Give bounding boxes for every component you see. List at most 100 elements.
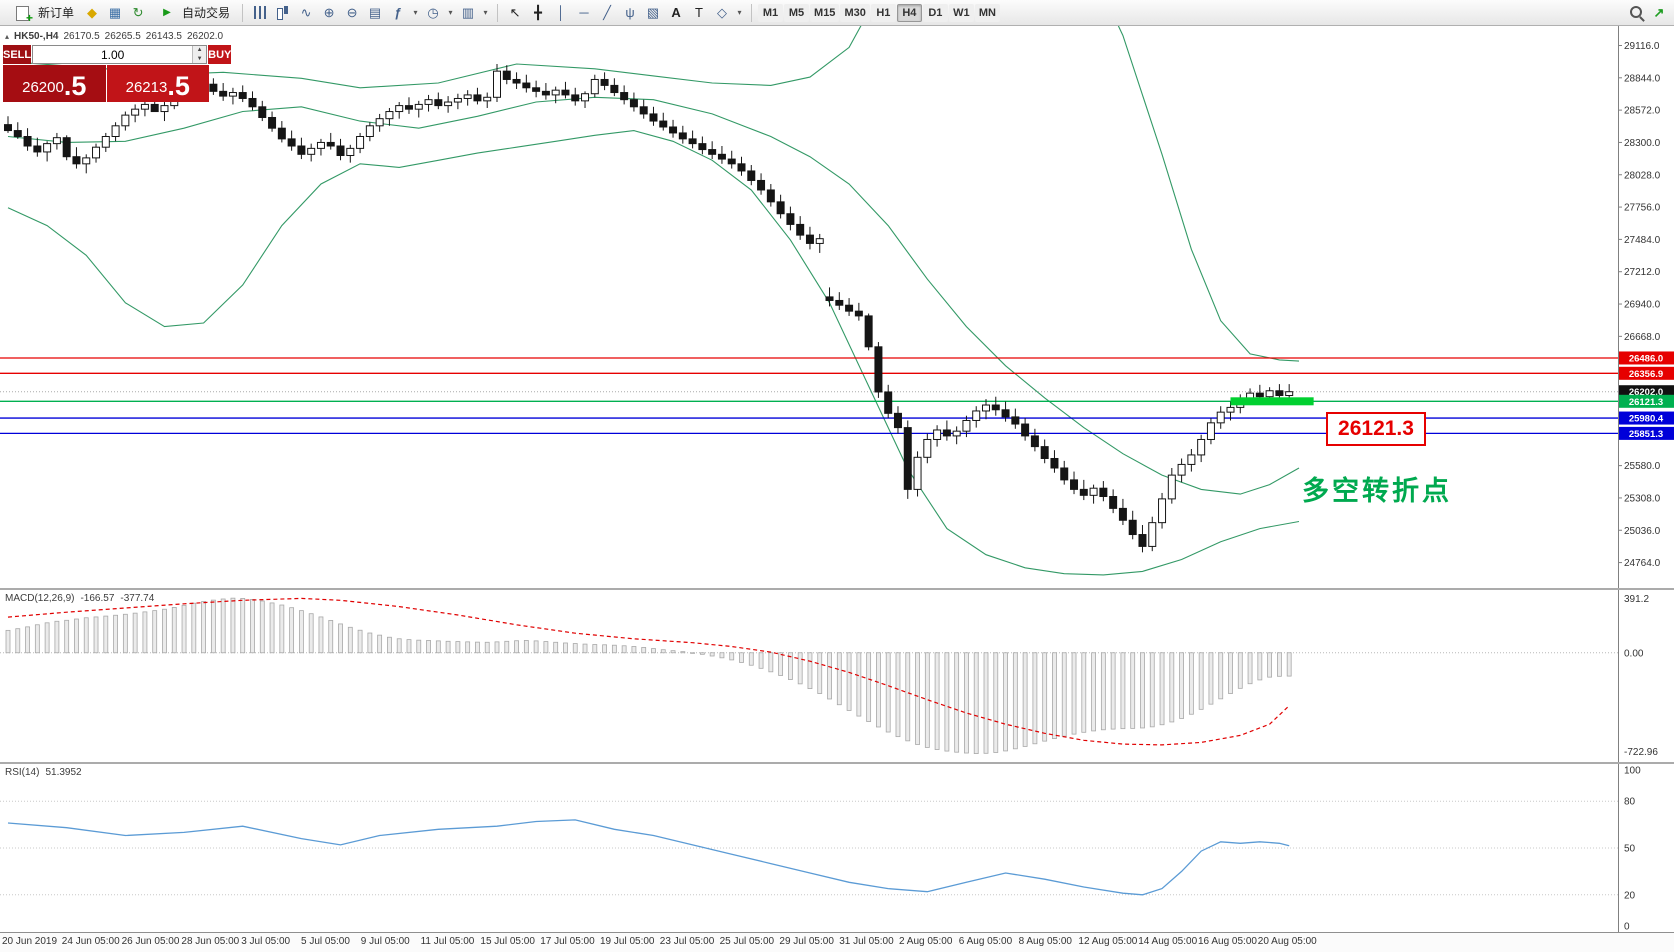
vertical-line-icon[interactable]: │ [556, 5, 566, 20]
support-zone-bar[interactable] [1230, 397, 1314, 406]
macd-histogram-bar [132, 612, 138, 654]
candle-body [43, 143, 52, 153]
time-axis-label: 11 Jul 05:00 [420, 936, 475, 947]
periods-caret-icon[interactable]: ▾ [448, 8, 453, 17]
macd-histogram-bar [533, 640, 539, 654]
time-axis[interactable]: 20 Jun 2019 24 Jun 05:00 26 Jun 05:00 28 Ju… [0, 932, 1674, 952]
macd-histogram-bar [289, 607, 295, 654]
rsi-axis-label: 20 [1624, 890, 1636, 901]
macd-histogram-bar [122, 613, 128, 654]
price-badge [1619, 366, 1674, 380]
turning-point-note[interactable]: 多空转折点 [1302, 476, 1452, 507]
price-level-annotation[interactable]: 26121.3 [1326, 412, 1426, 447]
timeframe-button-h1[interactable]: H1 [870, 3, 896, 22]
text-icon[interactable]: A [671, 5, 681, 20]
search-icon[interactable] [1626, 2, 1648, 24]
shapes-icon[interactable]: ◇ [717, 4, 728, 20]
grid-icon[interactable]: ▤ [368, 4, 382, 20]
cursor-icon[interactable]: ↖ [509, 4, 521, 20]
collapse-panel-icon[interactable]: ▴ [5, 32, 10, 41]
templates-caret-icon[interactable]: ▾ [483, 8, 488, 17]
candle-body [140, 103, 149, 110]
macd-histogram-bar [572, 643, 578, 654]
candle-body [571, 94, 580, 102]
panel-divider[interactable] [0, 762, 1674, 764]
candle-body [727, 158, 736, 165]
periods-icon[interactable]: ◷ [427, 4, 439, 20]
community-icon[interactable]: ↗ [1653, 4, 1665, 20]
candle-body [111, 125, 120, 137]
time-axis-label: 3 Jul 05:00 [241, 936, 291, 947]
candle-body [982, 404, 990, 412]
timeframe-button-h4[interactable]: H4 [896, 3, 922, 22]
macd-histogram-bar [1179, 652, 1184, 719]
timeframe-button-d1[interactable]: D1 [922, 3, 948, 22]
rsi-chart[interactable]: 100 80 50 20 0 [0, 764, 1674, 932]
indicators-icon[interactable]: ƒ [394, 5, 402, 20]
volume-down-icon[interactable]: ▼ [193, 54, 207, 63]
macd-title: MACD(12,26,9) [5, 593, 75, 604]
candle-body [590, 78, 599, 95]
market-watch-icon[interactable]: ◆ [87, 4, 98, 20]
macd-histogram-bar [797, 652, 803, 685]
templates-icon[interactable]: ▥ [461, 4, 475, 20]
candle-body [238, 92, 247, 99]
zoom-in-icon[interactable]: ⊕ [323, 4, 335, 20]
time-axis-label: 28 Jun 05:00 [181, 936, 240, 947]
candle-body [639, 106, 648, 115]
macd-histogram-bar [113, 614, 118, 654]
buy-price-button[interactable]: 26213 .5 [106, 65, 209, 102]
zoom-out-icon[interactable]: ⊖ [346, 4, 358, 20]
panel-divider[interactable] [0, 588, 1674, 590]
fibonacci-icon[interactable]: ψ [625, 5, 635, 20]
channel-icon[interactable]: ▧ [646, 4, 660, 20]
toolbar-separator [242, 3, 244, 22]
macd-histogram-bar [465, 641, 471, 654]
autotrading-button[interactable]: ▶ 自动交易 [150, 2, 236, 23]
time-axis-label: 23 Jul 05:00 [659, 936, 715, 947]
macd-histogram-bar [504, 640, 510, 654]
rsi-axis-label: 0 [1624, 922, 1630, 933]
timeframe-button-mn[interactable]: MN [974, 3, 1000, 22]
horizontal-line-icon[interactable]: ─ [579, 5, 589, 20]
macd-histogram-bar [1052, 652, 1057, 740]
candle-body [512, 78, 521, 84]
crosshair-icon[interactable]: ╋ [534, 4, 542, 20]
buy-button[interactable]: BUY [208, 45, 232, 64]
text-label-icon[interactable]: T [695, 5, 703, 20]
toolbar-right-group: ↗ [1626, 2, 1670, 24]
timeframe-button-m5[interactable]: M5 [784, 3, 810, 22]
time-axis-label: 29 Jul 05:00 [779, 936, 834, 947]
timeframe-button-m30[interactable]: M30 [840, 3, 870, 22]
candlestick-chart-icon[interactable] [272, 2, 294, 24]
candle-body [1030, 435, 1039, 448]
timeframe-button-m1[interactable]: M1 [758, 3, 784, 22]
macd-histogram-bar [729, 652, 735, 661]
macd-histogram-bar [1110, 652, 1116, 730]
price-chart[interactable]: 29116.0 28844.0 28572.0 28300.0 28028.0 27756… [0, 26, 1674, 588]
macd-histogram-bar [1140, 652, 1145, 729]
price-badge-label: 26121.3 [1629, 397, 1663, 408]
sell-price-button[interactable]: 26200 .5 [3, 65, 106, 102]
macd-histogram-bar [308, 613, 314, 654]
volume-up-icon[interactable]: ▲ [193, 46, 207, 55]
bollinger-bands [7, 26, 1300, 576]
macd-histogram-bar [1022, 652, 1028, 747]
shapes-caret-icon[interactable]: ▾ [737, 8, 742, 17]
macd-chart[interactable]: 391.2 0.00 -722.96 [0, 590, 1674, 762]
sell-button[interactable]: SELL [3, 45, 32, 64]
trendline-icon[interactable]: ╱ [603, 4, 611, 20]
line-chart-icon[interactable]: ∿ [300, 4, 312, 20]
timeframe-button-m15[interactable]: M15 [810, 3, 840, 22]
timeframe-button-w1[interactable]: W1 [948, 3, 974, 22]
macd-axis-label: 0.00 [1624, 648, 1644, 659]
new-order-button[interactable]: 新订单 [6, 2, 80, 24]
bar-chart-icon[interactable] [249, 2, 271, 24]
macd-histogram-bar [338, 623, 343, 654]
refresh-icon[interactable]: ↻ [132, 4, 144, 20]
bollinger-middle-band [7, 96, 1300, 495]
indicators-caret-icon[interactable]: ▾ [413, 8, 418, 17]
data-window-icon[interactable]: ▦ [108, 4, 122, 20]
volume-input[interactable] [33, 46, 193, 63]
macd-histogram-bar [1208, 652, 1214, 705]
